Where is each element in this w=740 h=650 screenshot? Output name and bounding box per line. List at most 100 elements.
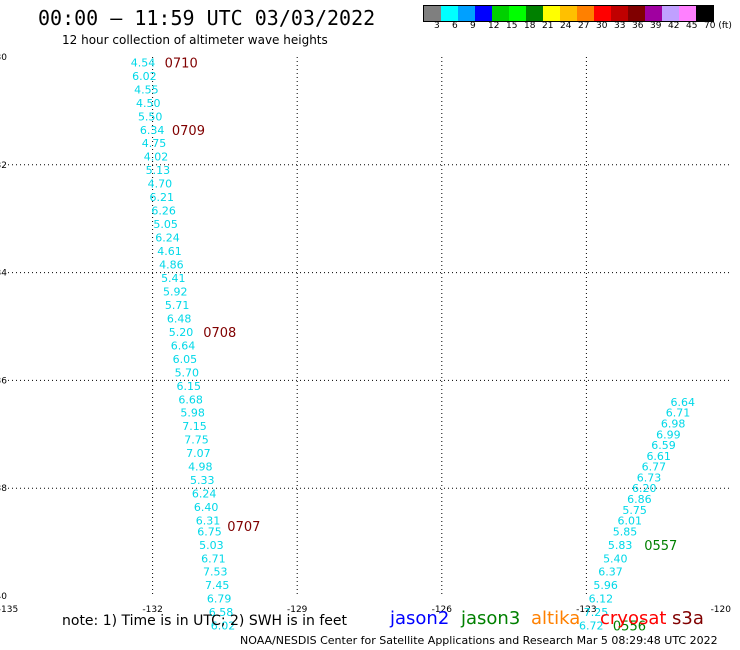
legend-label: 15	[506, 21, 518, 31]
subtitle: 12 hour collection of altimeter wave hei…	[62, 33, 328, 47]
wave-height-value: 6.68	[178, 393, 203, 406]
wave-height-value: 5.40	[603, 552, 628, 565]
wave-height-value: 6.72	[579, 620, 604, 633]
legend-label: 9	[470, 21, 476, 31]
wave-height-value: 5.83	[608, 539, 633, 552]
mission-jason3: jason3	[461, 608, 521, 629]
legend-label: 39	[650, 21, 662, 31]
wave-height-value: 7.25	[584, 606, 609, 619]
wave-height-value: 5.85	[613, 525, 638, 538]
legend-swatch	[509, 6, 526, 21]
wave-height-value: 6.34	[140, 124, 165, 137]
legend-label: 45	[686, 21, 698, 31]
legend-swatch	[424, 6, 441, 21]
legend-swatch	[645, 6, 662, 21]
wave-height-value: 5.41	[161, 272, 186, 285]
legend-label: 6	[452, 21, 458, 31]
wave-height-value: 6.79	[207, 593, 232, 606]
wave-height-value: 6.59	[651, 439, 676, 452]
legend-label: 42	[668, 21, 680, 31]
wave-height-value: 6.02	[211, 620, 236, 633]
legend-label: 36	[632, 21, 644, 31]
legend-swatch	[526, 6, 543, 21]
legend-label: 12	[488, 21, 500, 31]
wave-height-value: 6.40	[194, 501, 219, 514]
wave-height-value: 6.37	[598, 566, 623, 579]
lat-tick-label: -32	[0, 161, 7, 171]
wave-height-value: 6.77	[642, 461, 667, 474]
wave-height-value: 6.26	[151, 205, 176, 218]
wave-height-value: 5.70	[175, 366, 200, 379]
wave-height-value: 5.75	[622, 504, 647, 517]
lon-tick-label: -135	[0, 605, 18, 615]
legend-label: 30	[596, 21, 608, 31]
legend-swatch	[543, 6, 560, 21]
wave-height-value: 4.98	[188, 461, 213, 474]
wave-height-value: 6.75	[197, 525, 222, 538]
time-label: 0707	[227, 520, 260, 535]
wave-height-value: 5.92	[163, 285, 188, 298]
mission-cryosat: cryosat	[600, 608, 667, 629]
lon-tick-label: -129	[287, 605, 308, 615]
wave-height-value: 5.71	[165, 299, 190, 312]
time-label: 0556	[613, 620, 646, 635]
legend-swatch	[475, 6, 492, 21]
legend-swatch	[628, 6, 645, 21]
wave-height-value: 7.45	[205, 579, 230, 592]
wave-height-value: 6.15	[177, 380, 202, 393]
wave-height-value: 5.03	[199, 539, 224, 552]
wave-height-value: 4.75	[142, 137, 167, 150]
mission-s3a: s3a	[672, 608, 704, 629]
wave-height-value: 5.98	[180, 407, 205, 420]
legend-label: 3	[434, 21, 440, 31]
time-label: 0709	[172, 124, 205, 139]
lat-tick-label: -36	[0, 376, 7, 386]
page-title: 00:00 — 11:59 UTC 03/03/2022	[38, 6, 376, 30]
legend-label: 33	[614, 21, 626, 31]
wave-height-value: 6.48	[167, 312, 192, 325]
wave-height-value: 6.05	[173, 353, 198, 366]
wave-height-value: 5.20	[169, 326, 194, 339]
lon-tick-label: -120	[711, 605, 732, 615]
mission-altika: altika	[531, 608, 581, 629]
wave-height-value: 6.73	[637, 471, 662, 484]
legend-swatch	[492, 6, 509, 21]
legend-swatch	[594, 6, 611, 21]
wave-height-value: 7.07	[186, 447, 211, 460]
wave-height-value: 4.02	[144, 151, 169, 164]
legend-label: 24	[560, 21, 572, 31]
wave-height-value: 4.86	[159, 259, 184, 272]
wave-height-value: 6.71	[201, 552, 226, 565]
wave-height-value: 7.53	[203, 566, 228, 579]
legend-swatch	[662, 6, 679, 21]
wave-height-value: 6.64	[171, 339, 196, 352]
wave-height-value: 6.21	[150, 191, 175, 204]
legend-label: 21	[542, 21, 554, 31]
wave-height-value: 4.61	[157, 245, 182, 258]
time-label: 0557	[644, 539, 677, 554]
legend-label: 18	[524, 21, 536, 31]
color-legend	[423, 5, 714, 22]
lon-tick-label: -126	[432, 605, 453, 615]
wave-height-value: 6.64	[671, 396, 696, 409]
lat-tick-label: -30	[0, 53, 7, 63]
legend-swatch	[458, 6, 475, 21]
legend-label: 70 (ft)	[704, 21, 732, 31]
wave-height-value: 6.58	[209, 606, 234, 619]
wave-height-value: 5.05	[153, 218, 178, 231]
wave-height-value: 4.50	[136, 97, 161, 110]
wave-height-value: 7.15	[182, 420, 207, 433]
lat-tick-label: -40	[0, 592, 7, 602]
wave-height-value: 4.70	[148, 178, 173, 191]
wave-height-value: 6.20	[632, 482, 657, 495]
wave-height-value: 5.13	[146, 164, 171, 177]
wave-height-value: 5.96	[593, 579, 618, 592]
mission-jason2: jason2	[390, 608, 450, 629]
wave-height-value: 6.86	[627, 493, 652, 506]
lat-tick-label: -38	[0, 484, 7, 494]
wave-height-value: 7.75	[184, 434, 209, 447]
wave-height-value: 6.24	[192, 488, 217, 501]
lat-tick-label: -34	[0, 269, 7, 279]
wave-height-value: 5.50	[138, 110, 163, 123]
